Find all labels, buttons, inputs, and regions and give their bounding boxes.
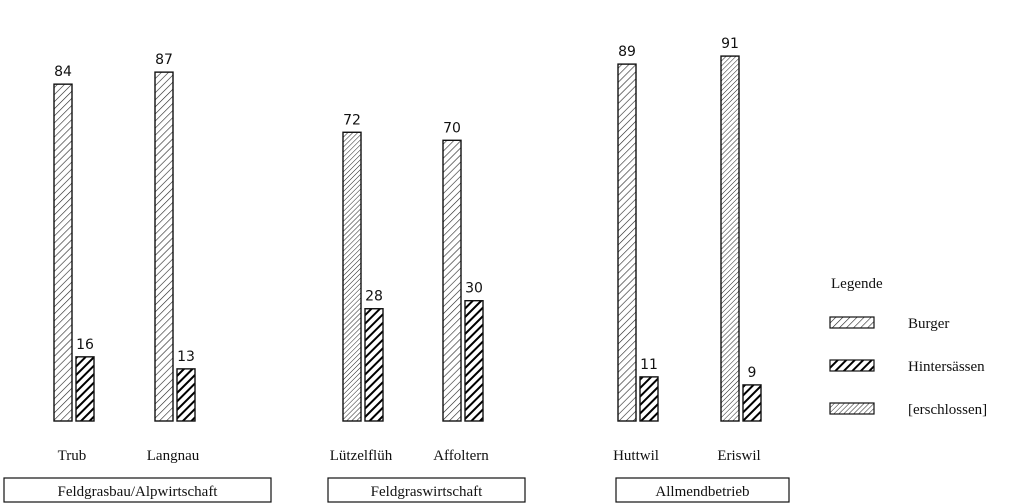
bar-burger-eriswil — [720, 55, 740, 422]
category-label-eriswil: Eriswil — [717, 448, 760, 464]
bar-burger-trub — [53, 83, 73, 422]
bar-burger-huttwil — [617, 63, 637, 422]
category-label-affoltern: Affoltern — [433, 448, 489, 464]
data-label-hintersassen-affoltern: 30 — [465, 281, 483, 297]
bar-hintersassen-affoltern — [464, 300, 484, 422]
data-label-hintersassen-eriswil: 9 — [748, 365, 757, 381]
data-label-hintersassen-langnau: 13 — [177, 349, 195, 365]
group-label-feldgrasbau-alpwirtschaft: Feldgrasbau/Alpwirtschaft — [58, 484, 219, 500]
legend-label-hintersassen: Hintersässen — [908, 359, 985, 375]
data-label-hintersassen-huttwil: 11 — [640, 357, 658, 373]
legend-swatch-burger — [829, 316, 875, 329]
labels-layer: 84 16 Trub 87 13 Langnau 72 28 Lützelflüh 70 30 Aff… — [3, 36, 790, 503]
bar-hintersassen-eriswil — [742, 384, 762, 422]
category-label-huttwil: Huttwil — [613, 448, 659, 464]
data-label-burger-lutzelfluh: 72 — [343, 112, 361, 128]
legend-swatch-hintersassen — [829, 359, 875, 372]
data-label-burger-eriswil: 91 — [721, 36, 739, 52]
legend: Legende Burger Hintersässen [erschlossen] — [829, 276, 987, 418]
bars-layer — [53, 55, 762, 422]
group-box-feldgraswirtschaft — [327, 477, 526, 503]
legend-swatch-erschlossen — [829, 402, 875, 415]
bar-burger-langnau — [154, 71, 174, 422]
data-label-burger-langnau: 87 — [155, 52, 173, 68]
data-label-hintersassen-trub: 16 — [76, 337, 94, 353]
data-label-burger-huttwil: 89 — [618, 44, 636, 60]
category-label-lutzelfluh: Lützelflüh — [330, 448, 393, 464]
bar-burger-affoltern — [442, 139, 462, 422]
group-label-allmendbetrieb: Allmendbetrieb — [655, 484, 749, 500]
legend-label-erschlossen: [erschlossen] — [908, 402, 987, 418]
bar-burger-lutzelfluh — [342, 131, 362, 422]
bar-hintersassen-trub — [75, 356, 95, 422]
group-box-allmendbetrieb — [615, 477, 790, 503]
data-label-burger-affoltern: 70 — [443, 120, 461, 136]
bar-hintersassen-huttwil — [639, 376, 659, 422]
category-label-trub: Trub — [58, 448, 87, 464]
bar-hintersassen-lutzelfluh — [364, 308, 384, 422]
legend-title: Legende — [831, 276, 883, 292]
data-label-hintersassen-lutzelfluh: 28 — [365, 289, 383, 305]
bar-hintersassen-langnau — [176, 368, 196, 422]
category-label-langnau: Langnau — [147, 448, 200, 464]
group-label-feldgraswirtschaft: Feldgraswirtschaft — [371, 484, 483, 500]
data-label-burger-trub: 84 — [54, 64, 72, 80]
group-box-feldgrasbau-alpwirtschaft — [3, 477, 272, 503]
legend-label-burger: Burger — [908, 316, 949, 332]
